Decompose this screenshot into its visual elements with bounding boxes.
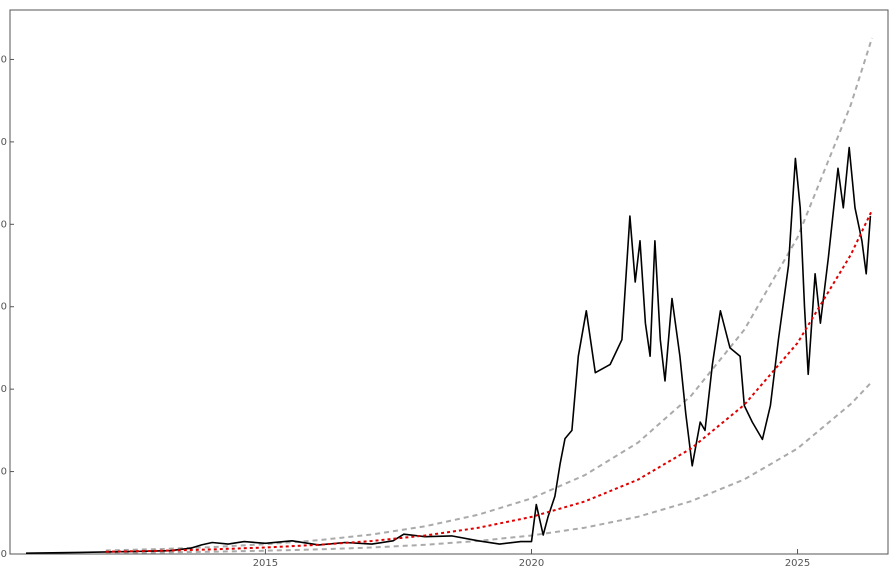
y-tick-label: 20 <box>0 384 7 395</box>
y-tick-label: 60 <box>0 54 7 65</box>
x-tick-label: 2015 <box>253 558 278 569</box>
series-line <box>25 146 872 554</box>
series-line <box>105 209 873 553</box>
series-line <box>105 381 873 554</box>
series-line <box>105 37 873 552</box>
x-tick-label: 2025 <box>785 558 810 569</box>
x-tick-label: 2020 <box>519 558 544 569</box>
y-tick-label: 50 <box>0 137 7 148</box>
y-tick-label: 10 <box>0 467 7 478</box>
y-tick-label: 30 <box>0 302 7 313</box>
plot-frame <box>9 9 889 555</box>
y-tick-label: 0 <box>1 549 7 560</box>
y-tick-label: 40 <box>0 219 7 230</box>
